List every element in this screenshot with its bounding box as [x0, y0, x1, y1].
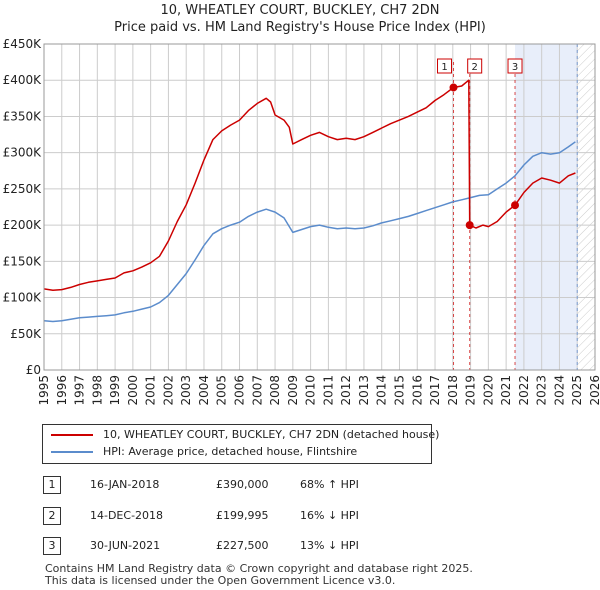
chart-title: 10, WHEATLEY COURT, BUCKLEY, CH7 2DN	[160, 3, 440, 18]
x-tick-label: 2025	[570, 375, 584, 406]
sale-marker-label: 1	[441, 62, 447, 73]
sale-marker-box	[467, 58, 483, 74]
sale-date: 16-JAN-2018	[90, 478, 160, 491]
x-tick-label: 2005	[215, 375, 229, 406]
series-line	[43, 79, 576, 292]
y-tick-label: £350K	[3, 109, 43, 123]
sale-point	[511, 201, 520, 210]
x-tick-label: 2015	[392, 375, 406, 406]
x-tick-label: 2000	[126, 375, 140, 406]
x-tick-label: 2007	[250, 375, 264, 406]
sale-guide-lines	[453, 44, 578, 370]
x-tick-label: 2002	[161, 375, 175, 406]
legend-label-property: 10, WHEATLEY COURT, BUCKLEY, CH7 2DN (de…	[103, 428, 440, 441]
chart-series	[43, 79, 576, 323]
sale-price: £390,000	[216, 478, 269, 491]
x-tick-label: 2011	[321, 375, 335, 406]
highlight-region	[515, 44, 595, 370]
footer-license: This data is licensed under the Open Gov…	[45, 574, 396, 587]
y-tick-label: £300K	[3, 146, 43, 160]
y-tick-label: £0	[26, 363, 41, 377]
x-tick-label: 2016	[410, 375, 424, 406]
x-tick-label: 2003	[179, 375, 193, 406]
y-tick-label: £50K	[10, 327, 42, 341]
footer-copyright: Contains HM Land Registry data © Crown c…	[45, 562, 473, 575]
y-tick-label: £400K	[3, 73, 43, 87]
x-tick-label: 2013	[357, 375, 371, 406]
future-hatch	[577, 44, 595, 370]
sale-point	[465, 221, 474, 230]
sale-number-badge: 3	[43, 537, 61, 555]
sale-date: 30-JUN-2021	[90, 539, 161, 552]
sale-row: 1 16-JAN-2018 £390,000 68% ↑ HPI	[0, 474, 600, 496]
y-tick-label: £450K	[3, 37, 43, 51]
y-tick-label: £150K	[3, 254, 43, 268]
x-tick-label: 2014	[375, 375, 389, 406]
x-tick-label: 1998	[90, 375, 104, 406]
series-line	[43, 141, 576, 323]
legend-swatch-property	[51, 434, 93, 436]
chart-legend: 10, WHEATLEY COURT, BUCKLEY, CH7 2DN (de…	[42, 424, 439, 464]
x-tick-label: 2008	[268, 375, 282, 406]
sale-marker-box	[437, 58, 453, 74]
sale-row: 3 30-JUN-2021 £227,500 13% ↓ HPI	[0, 535, 600, 557]
y-tick-label: £100K	[3, 291, 43, 305]
chart-subtitle: Price paid vs. HM Land Registry's House …	[114, 20, 486, 35]
sale-hpi-comparison: 13% ↓ HPI	[300, 539, 359, 552]
price-chart: 1 2 3 £0 £50K £100K £150K £200K £250K £300K £350K…	[3, 37, 600, 406]
sale-point	[449, 83, 458, 92]
x-tick-label: 2019	[464, 375, 478, 406]
x-tick-label: 2023	[535, 375, 549, 406]
x-tick-label: 2024	[552, 375, 566, 406]
x-tick-label: 2012	[339, 375, 353, 406]
sale-marker-label: 3	[512, 62, 518, 73]
x-tick-label: 2010	[304, 375, 318, 406]
y-tick-label: £250K	[3, 182, 43, 196]
x-tick-label: 2009	[286, 375, 300, 406]
sale-price: £227,500	[216, 539, 269, 552]
x-tick-label: 1996	[55, 375, 69, 406]
legend-label-hpi: HPI: Average price, detached house, Flin…	[103, 445, 358, 458]
x-tick-label: 2018	[446, 375, 460, 406]
x-tick-label: 2006	[233, 375, 247, 406]
x-tick-label: 2001	[144, 375, 158, 406]
legend-swatch-hpi	[51, 451, 93, 453]
y-tick-label: £200K	[3, 218, 43, 232]
x-tick-label: 2022	[517, 375, 531, 406]
sale-date: 14-DEC-2018	[90, 509, 164, 522]
plot-frame	[43, 43, 596, 371]
sale-marker-label: 2	[472, 62, 478, 73]
x-tick-label: 2021	[499, 375, 513, 406]
sale-markers: 1 2 3	[437, 58, 523, 230]
x-tick-label: 1999	[108, 375, 122, 406]
x-tick-label: 2004	[197, 375, 211, 406]
x-tick-label: 2026	[588, 375, 600, 406]
sale-hpi-comparison: 68% ↑ HPI	[300, 478, 359, 491]
sale-number-badge: 1	[43, 476, 61, 494]
sale-hpi-comparison: 16% ↓ HPI	[300, 509, 359, 522]
x-tick-label: 1995	[37, 375, 51, 406]
sale-number-badge: 2	[43, 507, 61, 525]
sale-marker-box	[507, 58, 523, 74]
highlight-band	[515, 44, 578, 370]
chart-axes: £0 £50K £100K £150K £200K £250K £300K £350K £400…	[3, 37, 600, 406]
x-tick-label: 1997	[73, 375, 87, 406]
x-tick-label: 2017	[428, 375, 442, 406]
sale-price: £199,995	[216, 509, 269, 522]
x-tick-label: 2020	[481, 375, 495, 406]
sale-row: 2 14-DEC-2018 £199,995 16% ↓ HPI	[0, 505, 600, 527]
